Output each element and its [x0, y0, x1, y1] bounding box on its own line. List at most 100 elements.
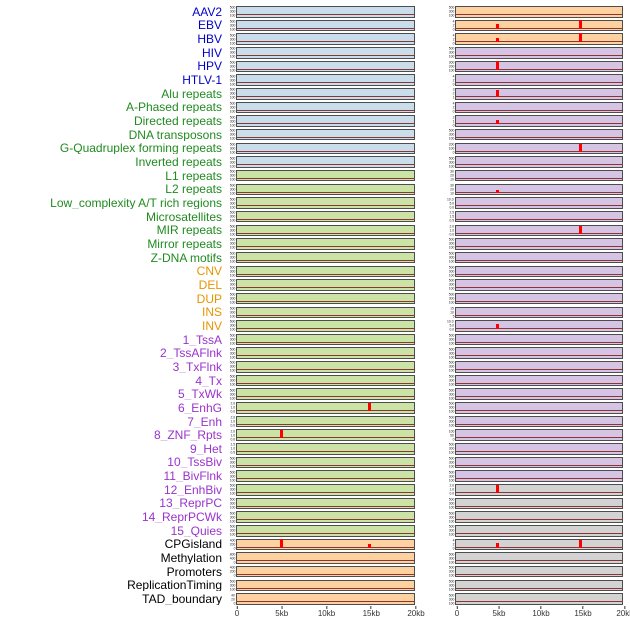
- y-axis-ticks: 500 300 100: [224, 6, 236, 17]
- y-axis-ticks: 800 400 0: [224, 552, 236, 563]
- y-tick-label: 100: [448, 68, 454, 73]
- y-axis-ticks: 500 300 100: [224, 334, 236, 345]
- y-tick-label: 300: [229, 255, 235, 260]
- y-tick-label: 2.0: [449, 224, 454, 229]
- y-axis-ticks: 500 300 100: [224, 238, 236, 249]
- y-tick-label: 500: [229, 74, 235, 78]
- y-tick-label: 300: [229, 269, 235, 274]
- y-tick-label: 500: [229, 183, 235, 188]
- y-axis-ticks: 500 300 100: [224, 511, 236, 522]
- x-tick: 5kb: [275, 606, 288, 619]
- y-tick-label: 300: [448, 255, 454, 260]
- y-tick-label: 800: [229, 552, 235, 556]
- signal-baseline: [456, 246, 622, 248]
- y-tick-label: 2: [452, 542, 454, 547]
- row-label: ReplicationTiming: [127, 579, 222, 592]
- track-panel: [236, 128, 415, 141]
- y-tick-label: 300: [229, 501, 235, 506]
- y-tick-label: 100: [448, 259, 454, 264]
- y-tick-label: 100: [229, 218, 235, 223]
- rows: AAV2 500 300 100 500 300 100 EBV 500 300 100 4 2 0 HBV…: [0, 5, 630, 606]
- y-tick-label: 4: [452, 74, 454, 78]
- x-tick-mark: [370, 606, 372, 609]
- signal-baseline: [237, 492, 414, 494]
- y-tick-label: 300: [229, 310, 235, 315]
- y-tick-label: 500: [229, 361, 235, 365]
- track-panel: [455, 429, 623, 441]
- track-panel: [455, 320, 623, 332]
- y-tick-label: 200: [229, 542, 235, 547]
- track-panel: [236, 456, 415, 469]
- y-tick-label: 500: [229, 251, 235, 256]
- y-tick-label: 0: [452, 150, 454, 155]
- y-tick-label: 500: [448, 279, 454, 283]
- y-tick-label: 300: [448, 365, 454, 369]
- row-label: 7_Enh: [187, 415, 222, 428]
- y-tick-label: 100: [229, 505, 235, 510]
- y-tick-label: 2: [452, 91, 454, 96]
- y-tick-label: 300: [229, 487, 235, 492]
- y-tick-label: 300: [229, 119, 235, 123]
- row-label: 4_Tx: [195, 374, 222, 387]
- signal-baseline: [456, 136, 622, 138]
- y-tick-label: 300: [448, 501, 454, 506]
- y-tick-label: 100: [229, 300, 235, 305]
- signal-baseline: [237, 464, 414, 466]
- y-tick-label: 500: [448, 361, 454, 365]
- x-tick-mark: [540, 606, 542, 609]
- y-tick-label: 100: [448, 13, 454, 18]
- y-tick-label: 100: [448, 246, 454, 250]
- track-panel: [455, 101, 623, 114]
- track-panel: [236, 279, 415, 291]
- track-panel: [236, 265, 415, 278]
- y-tick-label: 4: [452, 101, 454, 106]
- signal-spike: [579, 143, 582, 152]
- y-tick-label: 500: [229, 292, 235, 297]
- y-tick-label: 30: [450, 183, 454, 188]
- y-tick-label: 100: [229, 191, 235, 196]
- y-tick-label: 500: [229, 19, 235, 24]
- y-tick-label: 300: [229, 201, 235, 205]
- y-tick-label: 100: [448, 164, 454, 168]
- track-row: HIV 500 300 100 500 300 100: [0, 46, 630, 60]
- y-tick-label: 300: [229, 460, 235, 465]
- track-row: CPGisland 400 200 0 4 2 0: [0, 538, 630, 552]
- y-tick-label: 300: [448, 446, 454, 451]
- y-tick-label: 30: [450, 169, 454, 174]
- row-label: CNV: [196, 265, 222, 278]
- y-tick-label: 500: [229, 87, 235, 92]
- track-row: INS 500 300 100 15 10 5: [0, 305, 630, 319]
- track-panel: [455, 251, 623, 264]
- signal-baseline: [237, 96, 414, 98]
- y-tick-label: 500: [229, 238, 235, 242]
- row-label: Alu repeats: [161, 87, 222, 100]
- x-tick-mark: [456, 606, 458, 609]
- track-row: DEL 500 300 100 500 300 100: [0, 278, 630, 292]
- y-tick-label: 100: [448, 560, 454, 564]
- y-axis-ticks: 500 300 100: [224, 47, 236, 58]
- track-panel: [455, 128, 623, 141]
- y-tick-label: 300: [229, 528, 235, 533]
- y-tick-label: 1.0: [230, 433, 235, 438]
- y-axis-ticks: 500 300 100: [224, 252, 236, 263]
- track-panel: [455, 60, 623, 73]
- y-tick-label: 500: [448, 524, 454, 529]
- track-panel: [455, 292, 623, 305]
- signal-spike: [496, 37, 499, 43]
- track-row: Directed repeats 500 300 100 2 1 0: [0, 114, 630, 128]
- y-tick-label: 100: [229, 532, 235, 537]
- y-tick-label: 2: [452, 78, 454, 82]
- y-tick-label: 500: [229, 5, 235, 10]
- y-tick-label: 100: [448, 478, 454, 483]
- track-panel: [236, 251, 415, 264]
- track-panel: [455, 169, 623, 182]
- track-panel: [455, 456, 623, 469]
- y-axis-ticks: 500 300 100: [224, 457, 236, 468]
- y-axis-ticks: 30 20 10: [415, 170, 455, 181]
- y-axis-ticks: 500 300 100: [415, 402, 455, 413]
- track-panel: [236, 19, 415, 32]
- track-row: Microsatellites 500 300 100 2.5 1.5 0.5: [0, 210, 630, 224]
- y-axis-ticks: 500 300 100: [224, 115, 236, 126]
- track-row: Inverted repeats 500 300 100 500 300 100: [0, 155, 630, 169]
- y-tick-label: 500: [448, 388, 454, 393]
